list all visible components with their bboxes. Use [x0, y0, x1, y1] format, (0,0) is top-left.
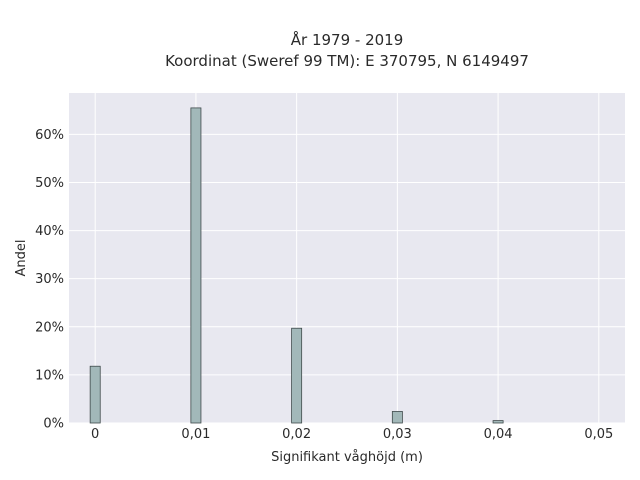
- bar: [190, 107, 202, 424]
- grid-lines: [69, 93, 625, 424]
- y-tick-label: 10%: [35, 368, 64, 383]
- y-tick-labels: 0% 10% 20% 30% 40% 50% 60%: [35, 128, 64, 432]
- bar: [291, 327, 303, 424]
- y-tick-label: 60%: [35, 128, 64, 143]
- bar: [391, 411, 403, 424]
- bar: [89, 365, 101, 424]
- y-axis-label: Andel: [14, 240, 29, 277]
- bar: [492, 420, 504, 424]
- chart-title-line2: Koordinat (Sweref 99 TM): E 370795, N 61…: [165, 52, 529, 70]
- x-tick-label: 0: [91, 427, 99, 442]
- x-axis-label: Signifikant våghöjd (m): [271, 450, 423, 465]
- plot-area: [69, 93, 625, 423]
- y-tick-label: 30%: [35, 272, 64, 287]
- x-tick-labels: 0 0,01 0,02 0,03 0,04 0,05: [91, 427, 613, 442]
- x-tick-label: 0,04: [484, 427, 513, 442]
- bars: [89, 107, 504, 424]
- y-tick-label: 50%: [35, 176, 64, 191]
- x-tick-label: 0,05: [584, 427, 613, 442]
- y-tick-label: 0%: [43, 417, 64, 432]
- y-tick-label: 20%: [35, 320, 64, 335]
- chart-title-line1: År 1979 - 2019: [291, 30, 404, 49]
- x-tick-label: 0,01: [181, 427, 210, 442]
- x-tick-label: 0,03: [383, 427, 412, 442]
- y-tick-label: 40%: [35, 224, 64, 239]
- x-tick-label: 0,02: [282, 427, 311, 442]
